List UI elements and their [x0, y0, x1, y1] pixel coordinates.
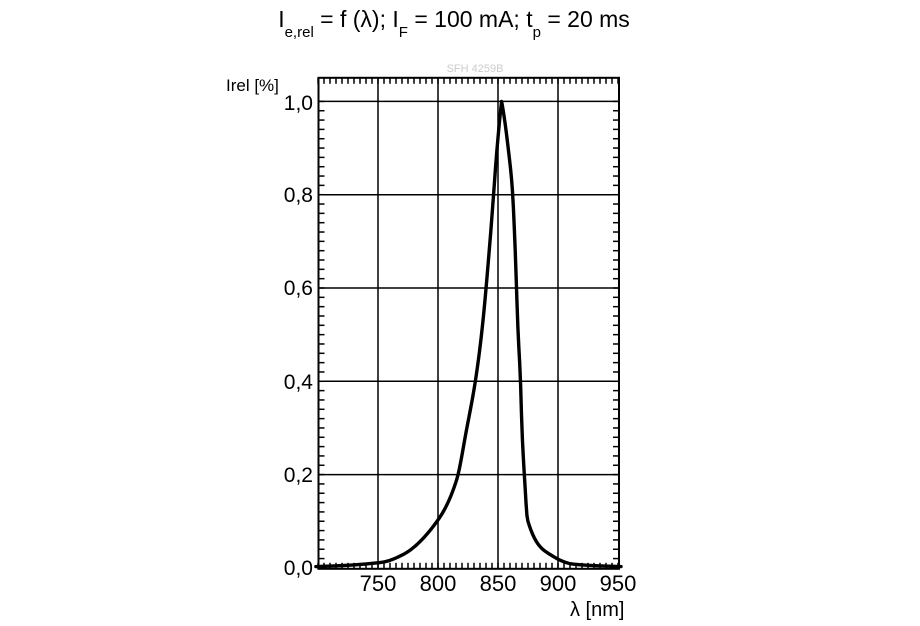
svg-text:800: 800: [420, 571, 457, 596]
svg-text:0,6: 0,6: [284, 277, 313, 300]
svg-text:λ [nm]: λ [nm]: [570, 599, 624, 621]
svg-text:850: 850: [480, 571, 517, 596]
svg-text:1,0: 1,0: [284, 92, 313, 115]
svg-text:0,8: 0,8: [284, 184, 313, 207]
svg-text:750: 750: [360, 571, 397, 596]
svg-text:SFH 4259B: SFH 4259B: [447, 63, 504, 75]
svg-text:Irel [%]: Irel [%]: [226, 76, 279, 95]
svg-text:0,2: 0,2: [284, 464, 313, 487]
svg-text:0,0: 0,0: [284, 557, 313, 580]
svg-text:900: 900: [540, 571, 577, 596]
svg-text:950: 950: [600, 571, 637, 596]
svg-text:0,4: 0,4: [284, 371, 314, 394]
